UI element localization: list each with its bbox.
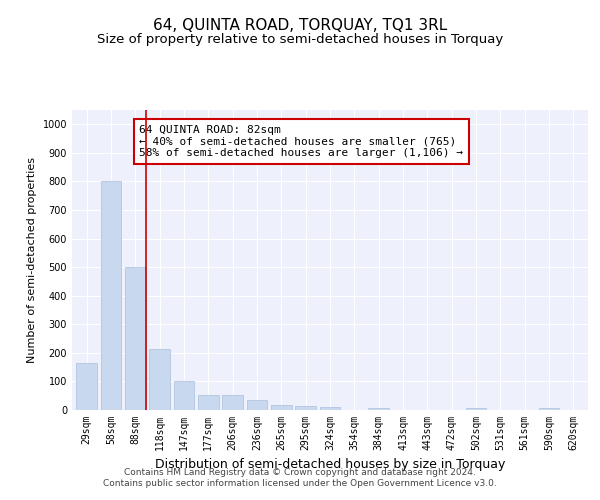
Bar [173, 382, 194, 410]
Text: 64 QUINTA ROAD: 82sqm
← 40% of semi-detached houses are smaller (765)
58% of sem: 64 QUINTA ROAD: 82sqm ← 40% of semi-deta… [139, 125, 463, 158]
Bar [149, 348, 170, 410]
Bar [125, 267, 146, 410]
Y-axis label: Number of semi-detached properties: Number of semi-detached properties [27, 157, 37, 363]
Text: 64, QUINTA ROAD, TORQUAY, TQ1 3RL: 64, QUINTA ROAD, TORQUAY, TQ1 3RL [153, 18, 447, 32]
Bar [320, 407, 340, 410]
Bar [368, 408, 389, 410]
Bar [295, 406, 316, 410]
Bar [222, 395, 243, 410]
Bar [76, 363, 97, 410]
Bar [539, 408, 559, 410]
X-axis label: Distribution of semi-detached houses by size in Torquay: Distribution of semi-detached houses by … [155, 458, 505, 471]
Bar [198, 395, 218, 410]
Text: Size of property relative to semi-detached houses in Torquay: Size of property relative to semi-detach… [97, 32, 503, 46]
Bar [247, 400, 268, 410]
Bar [466, 408, 487, 410]
Bar [271, 405, 292, 410]
Text: Contains HM Land Registry data © Crown copyright and database right 2024.
Contai: Contains HM Land Registry data © Crown c… [103, 468, 497, 487]
Bar [101, 182, 121, 410]
